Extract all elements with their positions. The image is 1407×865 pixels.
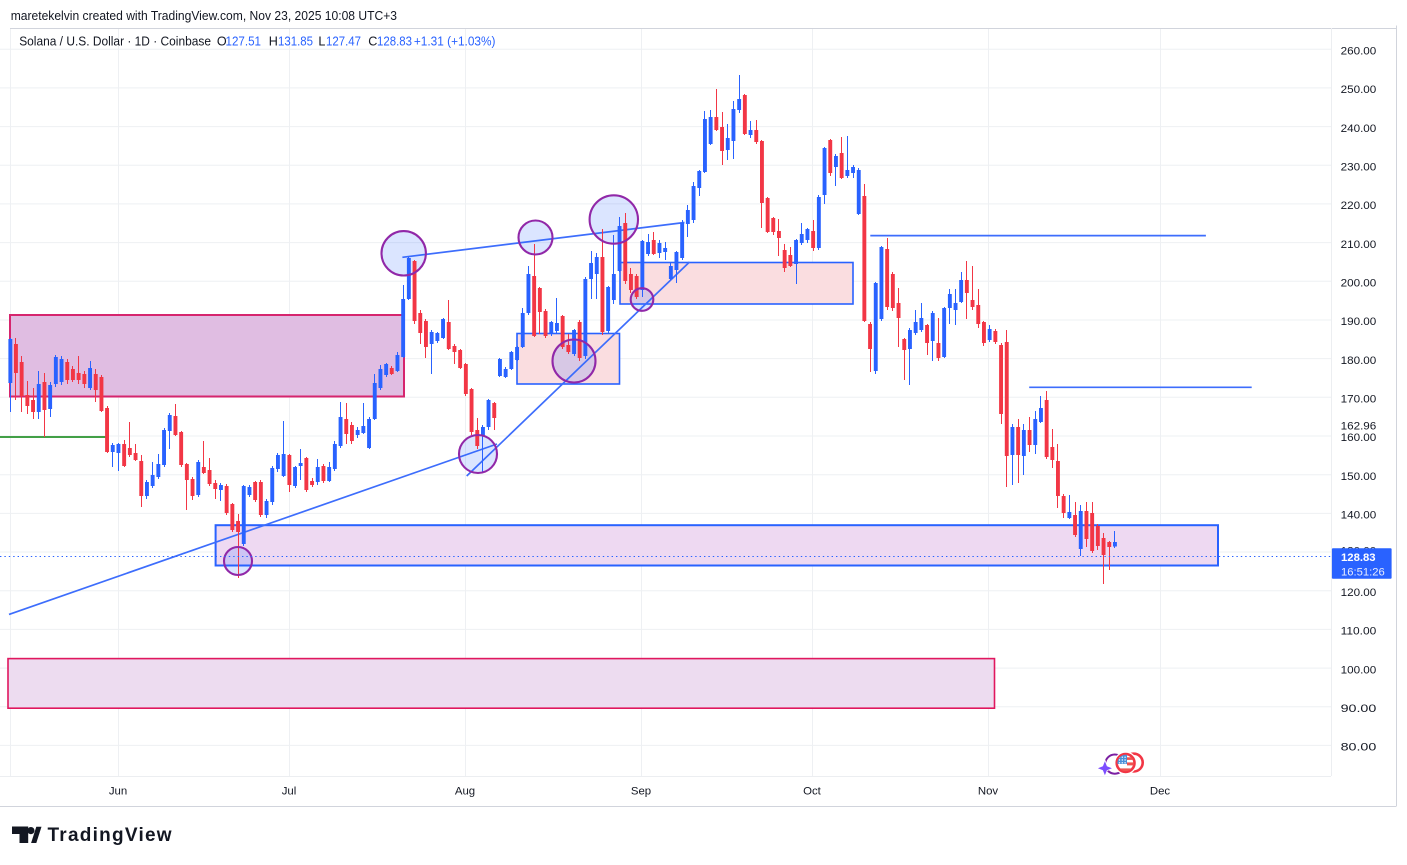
svg-text:220.00: 220.00: [1341, 200, 1377, 212]
svg-text:120.00: 120.00: [1341, 587, 1377, 599]
svg-text:maretekelvin created with Trad: maretekelvin created with TradingView.co…: [11, 9, 397, 23]
svg-text:80.00: 80.00: [1341, 742, 1377, 754]
svg-text:128.83: 128.83: [1341, 552, 1376, 564]
svg-text:140.00: 140.00: [1341, 510, 1377, 522]
svg-text:C: C: [368, 35, 377, 49]
svg-text:210.00: 210.00: [1341, 239, 1377, 251]
svg-text:Oct: Oct: [803, 786, 822, 798]
svg-text:170.00: 170.00: [1341, 394, 1377, 406]
svg-text:+1.31 (+1.03%): +1.31 (+1.03%): [414, 35, 496, 49]
svg-text:230.00: 230.00: [1341, 161, 1377, 173]
svg-text:160.00: 160.00: [1341, 432, 1377, 444]
svg-text:180.00: 180.00: [1341, 355, 1377, 367]
svg-text:110.00: 110.00: [1341, 626, 1377, 638]
svg-text:Nov: Nov: [978, 786, 999, 798]
svg-text:TradingView: TradingView: [48, 825, 173, 846]
svg-text:200.00: 200.00: [1341, 278, 1377, 290]
svg-text:Jun: Jun: [109, 786, 127, 798]
svg-text:150.00: 150.00: [1341, 471, 1377, 483]
svg-text:O: O: [217, 35, 227, 49]
svg-text:Jul: Jul: [282, 786, 297, 798]
svg-text:240.00: 240.00: [1341, 123, 1377, 135]
svg-text:128.83: 128.83: [377, 35, 412, 49]
svg-text:250.00: 250.00: [1341, 84, 1377, 96]
svg-text:Aug: Aug: [455, 786, 475, 798]
svg-text:Dec: Dec: [1150, 786, 1171, 798]
svg-text:Solana / U.S. Dollar · 1D · Co: Solana / U.S. Dollar · 1D · Coinbase: [19, 35, 211, 49]
svg-text:190.00: 190.00: [1341, 316, 1377, 328]
svg-text:16:51:26: 16:51:26: [1341, 566, 1385, 578]
svg-text:L: L: [318, 35, 325, 49]
svg-text:127.47: 127.47: [326, 35, 361, 49]
svg-text:90.00: 90.00: [1341, 703, 1377, 715]
svg-text:162.96: 162.96: [1341, 421, 1377, 433]
svg-text:H: H: [269, 35, 278, 49]
svg-text:127.51: 127.51: [226, 35, 262, 49]
svg-text:131.85: 131.85: [278, 35, 313, 49]
svg-text:100.00: 100.00: [1341, 664, 1377, 676]
svg-text:Sep: Sep: [631, 786, 651, 798]
svg-text:260.00: 260.00: [1341, 45, 1377, 57]
